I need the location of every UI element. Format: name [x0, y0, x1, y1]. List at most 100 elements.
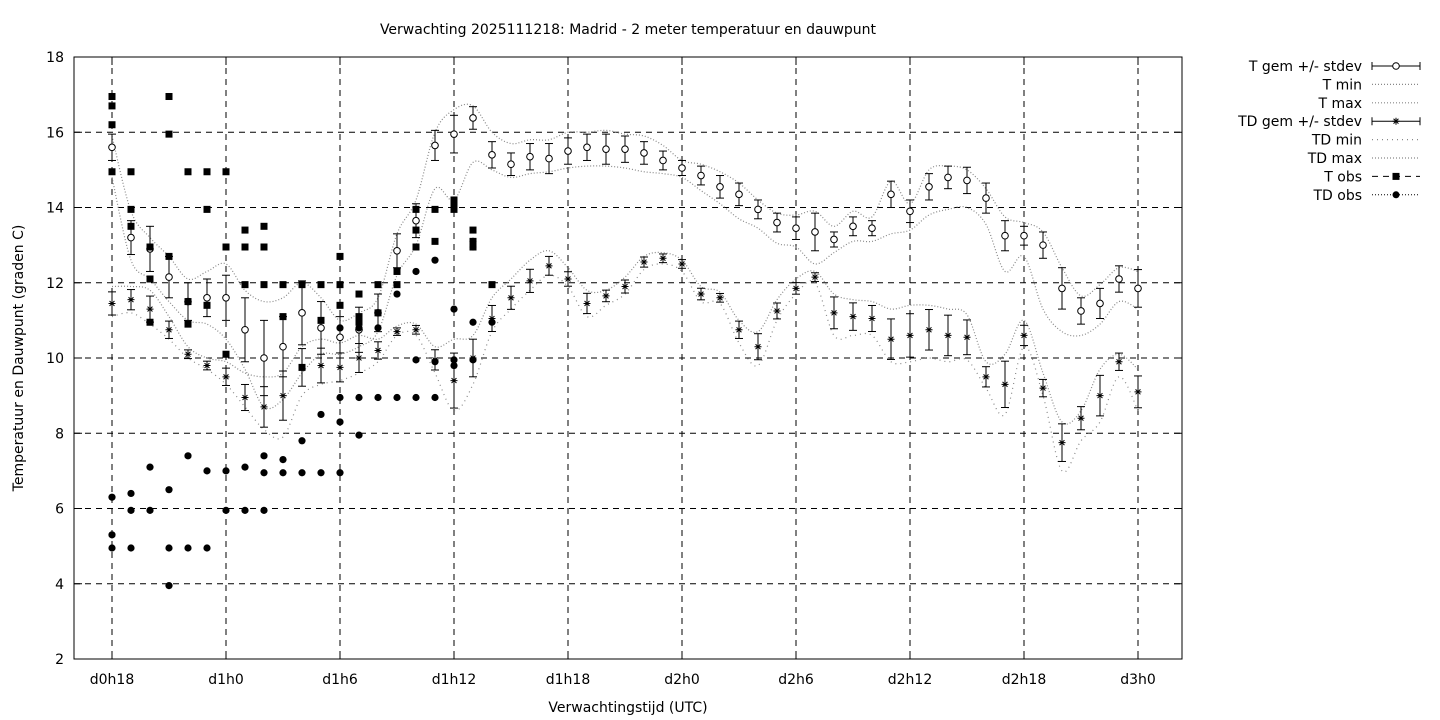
t-errorbar	[754, 199, 762, 220]
x-tick-label: d2h18	[1002, 672, 1046, 688]
td-errorbar	[754, 333, 762, 361]
td-mean-point	[830, 309, 838, 317]
t-mean-point	[963, 176, 971, 185]
t-obs-point	[279, 281, 287, 289]
td-mean-point	[241, 394, 249, 402]
t-errorbar	[602, 133, 610, 165]
t-mean-point	[317, 324, 325, 332]
t-obs-point	[336, 301, 344, 309]
x-tick-label: d2h12	[888, 672, 932, 688]
t-errorbar	[564, 137, 572, 165]
td-errorbar	[1001, 360, 1009, 408]
legend-label: TD obs	[1312, 188, 1362, 204]
td-mean-point	[963, 333, 971, 341]
t-obs-point	[146, 243, 154, 251]
t-errorbar	[241, 297, 249, 363]
td-obs-point	[450, 305, 458, 313]
t-errorbar	[963, 166, 971, 195]
t-mean-point	[659, 156, 667, 165]
t-mean-point	[906, 207, 914, 216]
td-mean-point	[868, 314, 876, 322]
td-obs-point	[393, 393, 401, 402]
td-errorbar	[545, 255, 553, 276]
td-mean-point	[1096, 392, 1104, 400]
td-obs-point	[336, 324, 344, 332]
t-obs-markers	[108, 93, 496, 371]
x-tick-label: d1h18	[546, 672, 590, 688]
t-obs-point	[146, 318, 154, 326]
td-mean-point	[393, 328, 401, 336]
t-errorbar	[260, 319, 268, 397]
t-mean-point	[982, 194, 990, 202]
td-mean-point	[317, 362, 325, 370]
chart-title: Verwachting 2025111218: Madrid - 2 meter…	[380, 22, 877, 38]
td-errorbar	[1058, 423, 1066, 462]
td-errorbar	[336, 352, 344, 383]
td-obs-point	[184, 544, 192, 552]
legend-entry: TD gem +/- stdev	[1237, 114, 1421, 130]
tdmin-line	[111, 263, 1139, 473]
td-obs-point	[412, 356, 420, 364]
t-mean-point	[336, 333, 344, 342]
td-obs-point	[127, 506, 135, 514]
td-obs-point	[431, 393, 439, 402]
td-mean-point	[108, 299, 116, 307]
td-mean-point	[545, 262, 553, 270]
td-errorbar	[944, 314, 952, 357]
legend-label: T gem +/- stdev	[1248, 59, 1362, 75]
td-mean-point	[773, 307, 781, 315]
t-obs-point	[241, 226, 249, 234]
t-mean-point	[412, 216, 420, 225]
t-obs-point	[393, 267, 401, 275]
t-obs-point	[412, 226, 420, 234]
td-obs-point	[222, 467, 230, 475]
td-errorbar	[1020, 324, 1028, 347]
t-obs-point	[374, 281, 382, 289]
tmin-line	[111, 160, 1139, 410]
td-obs-point	[469, 356, 477, 364]
t-mean-point	[602, 145, 610, 153]
td-mean-point	[754, 343, 762, 351]
td-errorbar	[982, 366, 990, 388]
x-tick-label: d3h0	[1120, 672, 1156, 688]
t-mean-point	[1134, 284, 1142, 293]
td-mean-point	[1077, 414, 1085, 422]
t-errorbar	[469, 106, 477, 130]
td-obs-point	[108, 544, 116, 552]
t-obs-point	[374, 309, 382, 317]
t-errorbar	[526, 143, 534, 171]
td-errorbar	[260, 386, 268, 428]
td-obs-point	[393, 290, 401, 298]
t-mean-point	[279, 342, 287, 351]
td-obs-point	[279, 455, 287, 464]
t-errorbar	[906, 199, 914, 224]
t-mean-point	[830, 235, 838, 244]
x-axis-ticks: d0h18 d1h0 d1h6 d1h12 d1h18 d2h0 d2h6 d2h12 d2h1…	[90, 57, 1156, 688]
td-errorbar	[184, 349, 192, 360]
legend-label: T max	[1317, 96, 1362, 112]
td-obs-point	[336, 418, 344, 426]
td-mean-point	[184, 350, 192, 358]
td-obs-point	[469, 243, 477, 251]
td-mean-point	[640, 258, 648, 266]
td-mean-point	[982, 373, 990, 381]
legend-marker	[1392, 117, 1400, 125]
td-obs-point	[165, 582, 173, 590]
t-mean-point	[165, 273, 173, 281]
td-mean-point	[1115, 358, 1123, 366]
td-obs-point	[241, 506, 249, 514]
t-obs-point	[260, 222, 268, 230]
y-tick-label: 4	[55, 577, 64, 593]
td-obs-point	[260, 506, 268, 514]
td-obs-point	[374, 393, 382, 402]
td-mean-point	[697, 290, 705, 298]
t-mean-point	[944, 173, 952, 182]
td-mean-point	[1001, 380, 1009, 388]
t-errorbar	[811, 212, 819, 252]
t-mean-point	[621, 145, 629, 153]
t-errorbar	[944, 165, 952, 190]
legend-entry: TD min	[1311, 133, 1420, 149]
td-obs-point	[146, 463, 154, 471]
td-errorbar	[811, 272, 819, 282]
td-mean-point	[260, 403, 268, 411]
